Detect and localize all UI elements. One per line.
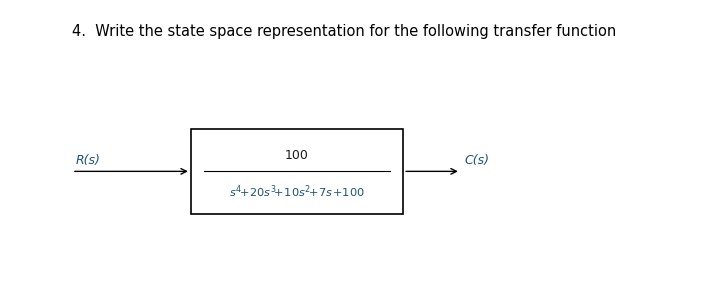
Bar — [191, 129, 403, 214]
Text: R(s): R(s) — [76, 154, 101, 167]
Text: C(s): C(s) — [464, 154, 490, 167]
Text: $s^4\!\!+\!20s^3\!\!+\!10s^2\!\!+\!7s\!+\!100$: $s^4\!\!+\!20s^3\!\!+\!10s^2\!\!+\!7s\!+… — [229, 184, 365, 200]
Text: 100: 100 — [285, 149, 309, 162]
Text: 4.  Write the state space representation for the following transfer function: 4. Write the state space representation … — [72, 24, 616, 39]
